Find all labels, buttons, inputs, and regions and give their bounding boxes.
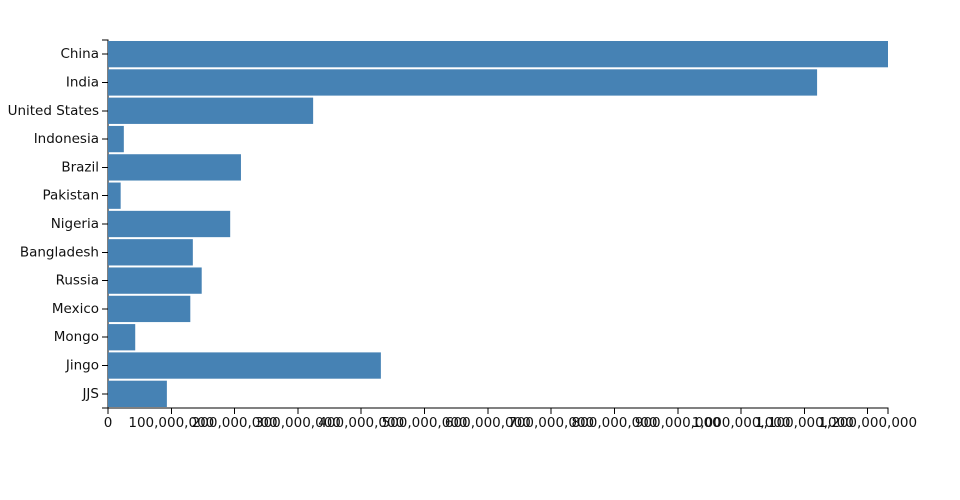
x-tick-label: 500,000,000	[382, 415, 468, 431]
x-tick-label: 1,100,000,000	[755, 415, 854, 431]
bar	[108, 324, 136, 351]
x-tick-label: 0	[104, 415, 113, 431]
x-tick-label: 600,000,000	[445, 415, 531, 431]
y-tick-label: Mexico	[52, 301, 99, 317]
bar	[108, 97, 314, 124]
bar	[108, 267, 202, 294]
bar	[108, 352, 381, 379]
x-tick-label: 900,000,000	[635, 415, 721, 431]
bar	[108, 295, 191, 323]
y-tick-label: Indonesia	[34, 131, 99, 147]
bar	[108, 154, 241, 181]
x-tick-label: 100,000,000	[128, 415, 214, 431]
bar	[108, 239, 193, 266]
y-tick-label: United States	[8, 103, 99, 119]
y-tick-label: India	[66, 74, 99, 90]
y-tick-label: Russia	[56, 273, 99, 289]
bar	[108, 380, 167, 407]
x-tick-label: 800,000,000	[572, 415, 658, 431]
y-tick-label: China	[60, 46, 99, 62]
y-tick-label: Jingo	[65, 358, 99, 374]
bar	[108, 125, 124, 153]
bar	[108, 69, 818, 96]
x-tick-label: 300,000,000	[255, 415, 341, 431]
x-tick-label: 700,000,000	[508, 415, 594, 431]
bar	[108, 41, 888, 68]
x-tick-label: 1,000,000,000	[692, 415, 791, 431]
y-tick-label: Pakistan	[42, 188, 99, 204]
y-tick-label: Brazil	[61, 159, 99, 175]
y-tick-label: Bangladesh	[20, 244, 99, 260]
bar	[108, 182, 121, 209]
x-tick-label: 400,000,000	[318, 415, 404, 431]
y-tick-label: Mongo	[54, 329, 99, 345]
y-tick-label: Nigeria	[51, 216, 99, 232]
bar	[108, 210, 231, 238]
x-tick-label: 200,000,000	[192, 415, 278, 431]
y-tick-label: JJS	[81, 386, 99, 402]
x-axis	[107, 407, 889, 414]
x-tick-label: 1,200,000,000	[818, 415, 917, 431]
